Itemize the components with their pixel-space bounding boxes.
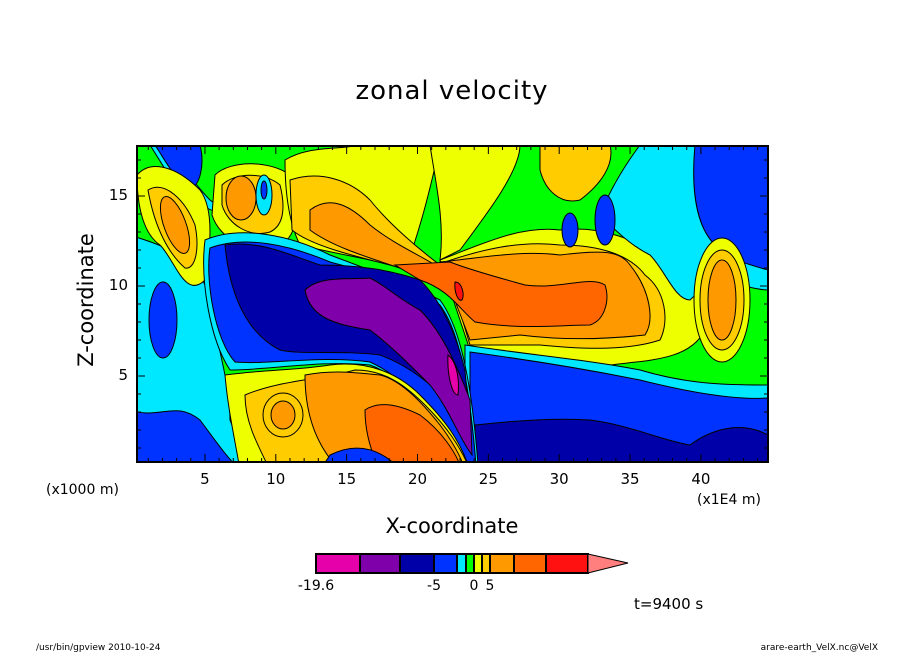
contour-region	[148, 281, 178, 359]
contour-region	[561, 212, 579, 248]
x-tick-label: 40	[691, 470, 711, 488]
y-tick-label: 5	[118, 366, 128, 384]
contour-region	[594, 194, 616, 246]
colorbar-label: -5	[427, 578, 441, 594]
x-axis-label: X-coordinate	[385, 514, 519, 538]
x-tick-label: 30	[549, 470, 569, 488]
contour-region	[260, 180, 268, 200]
contour-region	[454, 281, 464, 301]
colorbar-label: -19.6	[297, 578, 335, 594]
colorbar-swatch	[513, 553, 547, 574]
colorbar	[315, 553, 629, 574]
x-tick-label: 25	[478, 470, 498, 488]
contour-region	[159, 196, 191, 254]
colorbar-swatch	[489, 553, 515, 574]
contour-region	[225, 175, 257, 221]
colorbar-swatch	[359, 553, 401, 574]
contour-region	[304, 277, 473, 457]
contour-region	[137, 410, 234, 462]
colorbar-swatch	[399, 553, 435, 574]
colorbar-overflow-arrow	[587, 553, 629, 574]
y-tick-label: 15	[108, 186, 128, 204]
colorbar-swatch	[481, 553, 491, 574]
x-unit-label: (x1E4 m)	[697, 492, 761, 508]
contour-region	[270, 400, 296, 430]
source-footer: arare-earth_VelX.nc@VelX	[760, 643, 878, 653]
contour-region	[539, 146, 612, 202]
colorbar-swatch	[433, 553, 458, 574]
contour-region	[447, 354, 459, 396]
x-tick-label: 35	[620, 470, 640, 488]
axis-ticks	[137, 146, 768, 462]
contour-region	[707, 259, 737, 341]
colorbar-swatch	[465, 553, 475, 574]
program-footer: /usr/bin/gpview 2010-10-24	[36, 643, 161, 653]
y-tick-label: 10	[108, 276, 128, 294]
contour-region	[429, 146, 521, 261]
contour-region	[393, 261, 608, 328]
x-tick-label: 15	[337, 470, 357, 488]
chart-title: zonal velocity	[355, 76, 549, 106]
x-tick-label: 5	[200, 470, 210, 488]
colorbar-swatch	[545, 553, 589, 574]
y-axis-label: Z-coordinate	[74, 233, 98, 367]
colorbar-swatch	[456, 553, 467, 574]
contour-region	[309, 202, 442, 269]
colorbar-swatch	[315, 553, 361, 574]
x-tick-label: 20	[407, 470, 428, 488]
y-unit-label: (x1000 m)	[46, 482, 119, 498]
x-tick-label: 10	[266, 470, 286, 488]
contour-field	[137, 146, 768, 462]
contour-region	[364, 404, 460, 462]
colorbar-label: 5	[485, 578, 495, 594]
contour-region	[474, 418, 768, 462]
colorbar-label: 0	[469, 578, 479, 594]
colorbar-swatch	[473, 553, 483, 574]
time-label: t=9400 s	[634, 595, 704, 613]
